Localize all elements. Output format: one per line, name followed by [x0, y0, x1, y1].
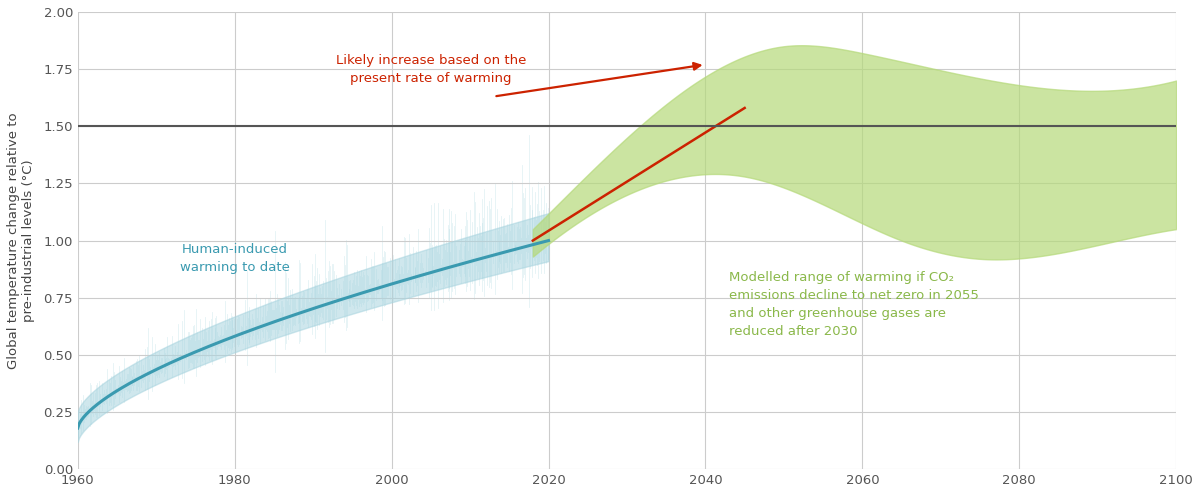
- Text: Modelled range of warming if CO₂
emissions decline to net zero in 2055
and other: Modelled range of warming if CO₂ emissio…: [728, 271, 979, 338]
- Text: Human-induced
warming to date: Human-induced warming to date: [180, 244, 289, 274]
- Text: Likely increase based on the
present rate of warming: Likely increase based on the present rat…: [336, 54, 526, 84]
- Y-axis label: Global temperature change relative to
pre-industrial levels (°C): Global temperature change relative to pr…: [7, 112, 35, 369]
